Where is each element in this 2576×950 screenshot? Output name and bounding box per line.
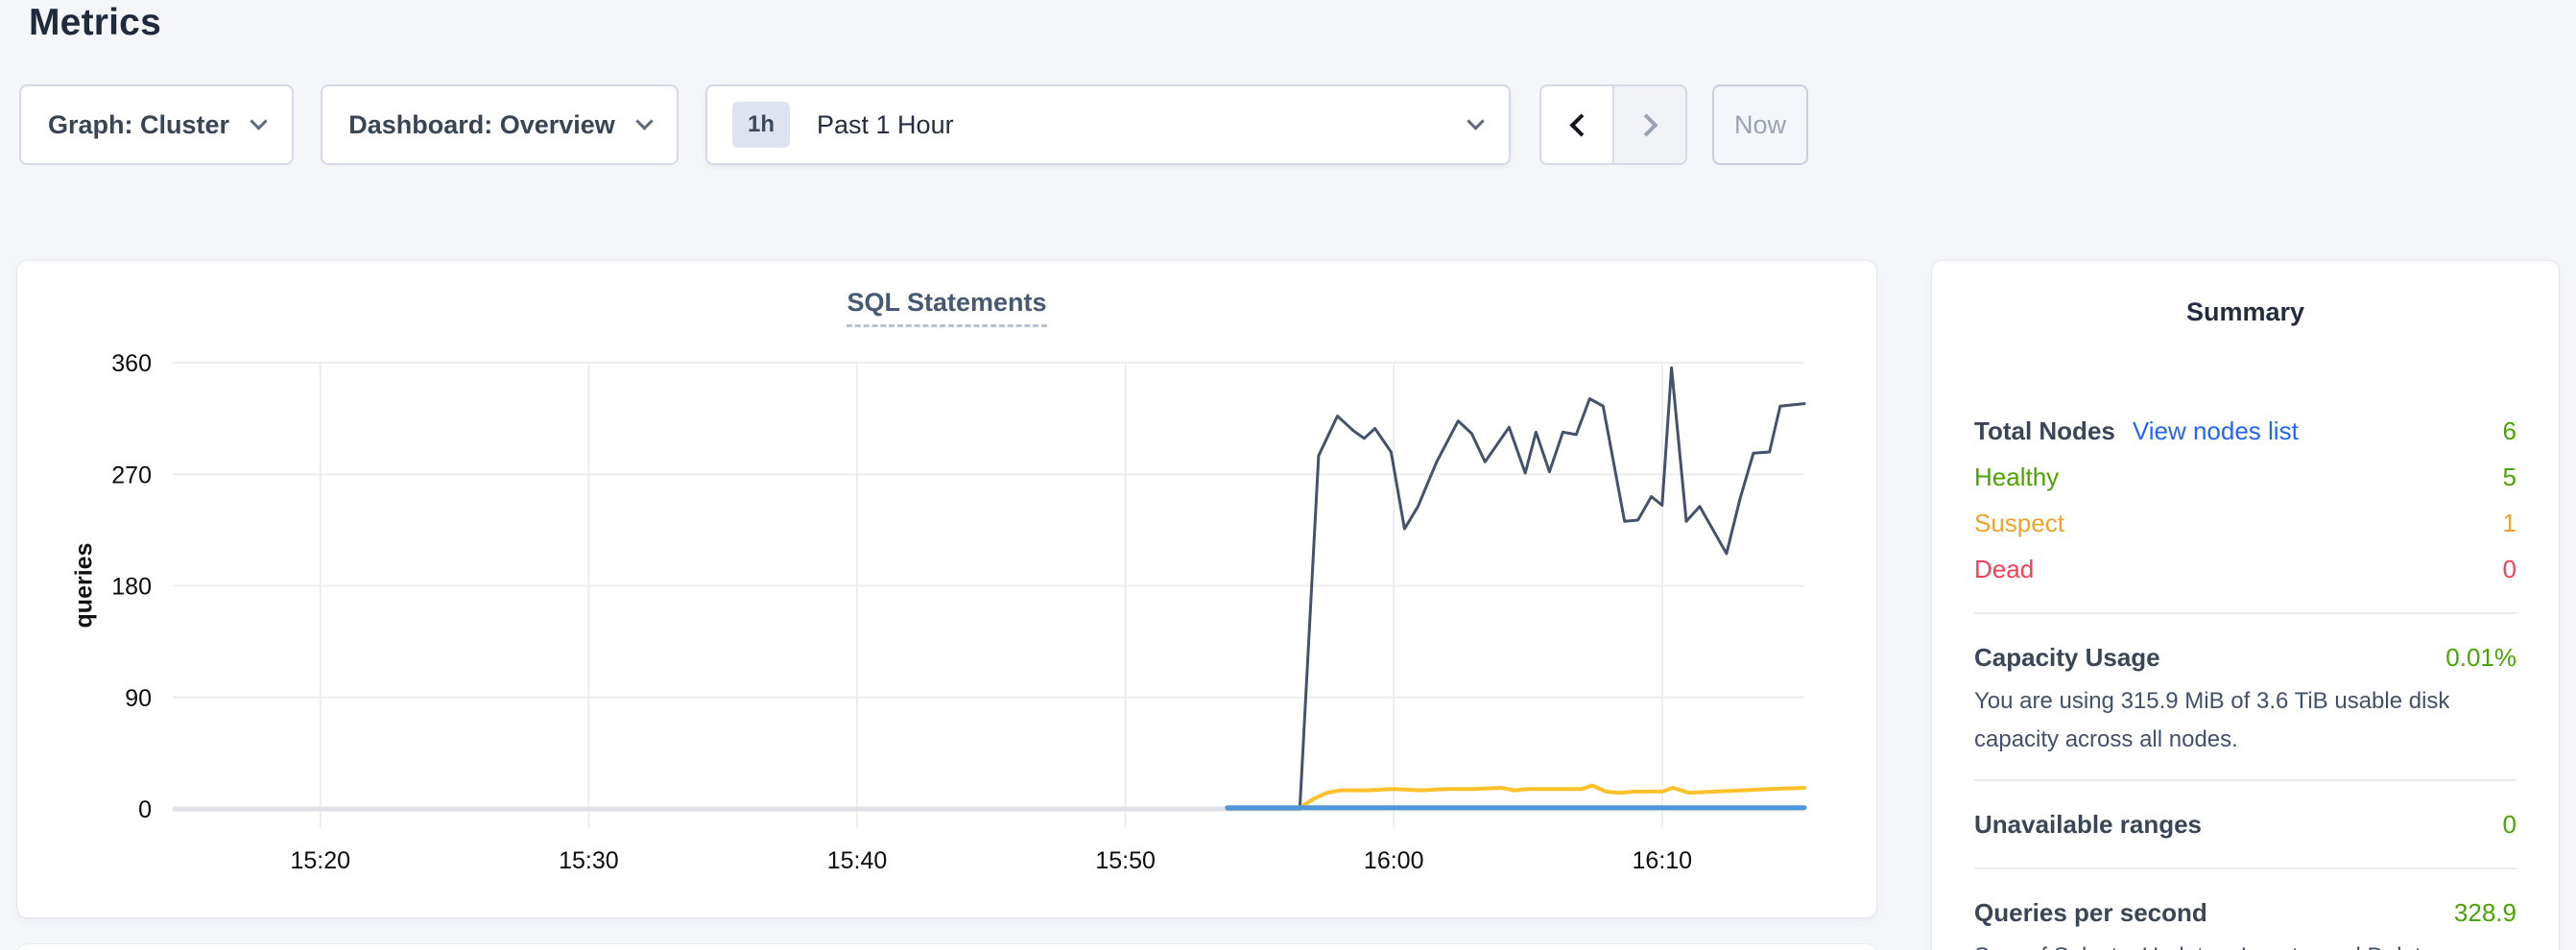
prev-time-button[interactable] [1539, 84, 1613, 165]
chart-title-row: SQL Statements [17, 288, 1876, 327]
dead-label: Dead [1974, 554, 2035, 583]
y-tick-label: 360 [111, 350, 152, 377]
x-tick-label: 15:30 [559, 847, 619, 874]
chevron-right-icon [1634, 112, 1658, 137]
healthy-label: Healthy [1974, 462, 2060, 491]
y-tick-label: 180 [111, 574, 152, 601]
sql-statements-chart[interactable]: 15:20 15:30 15:40 15:50 16:00 16:10 0 90 180 270 3… [17, 261, 1876, 917]
x-tick-label: 15:50 [1095, 847, 1156, 874]
chevron-down-icon [250, 111, 268, 131]
time-pager [1539, 84, 1687, 165]
capacity-usage-value: 0.01% [2445, 642, 2516, 672]
total-nodes-value: 6 [2502, 416, 2516, 445]
node-status-group: Total Nodes View nodes list 6 Healthy 5 … [1974, 408, 2516, 592]
page-title: Metrics [29, 2, 161, 43]
summary-row-dead: Dead 0 [1974, 546, 2516, 592]
summary-row-healthy: Healthy 5 [1974, 454, 2516, 500]
time-range-select[interactable]: 1h Past 1 Hour [705, 84, 1511, 165]
summary-row-suspect: Suspect 1 [1974, 500, 2516, 546]
dashboard-dropdown-label: Dashboard: Overview [348, 109, 615, 139]
yellow-series-line [1225, 783, 1806, 810]
x-tick-label: 15:20 [291, 847, 351, 874]
qps-caption: Sum of Selects, Updates, Inserts, and De… [1974, 938, 2516, 950]
x-tick-label: 16:10 [1633, 847, 1693, 874]
total-nodes-label: Total Nodes [1974, 416, 2115, 445]
chevron-down-icon [1467, 111, 1485, 131]
suspect-value: 1 [2502, 508, 2516, 537]
suspect-label: Suspect [1974, 508, 2064, 537]
unavailable-ranges-value: 0 [2502, 809, 2516, 839]
graph-dropdown-label: Graph: Cluster [47, 109, 230, 139]
next-time-button[interactable] [1613, 84, 1687, 165]
dead-value: 0 [2502, 554, 2516, 583]
y-tick-label: 90 [125, 685, 152, 712]
qps-label: Queries per second [1974, 897, 2207, 927]
summary-row-total-nodes: Total Nodes View nodes list 6 [1974, 408, 2516, 454]
time-range-badge: 1h [732, 102, 791, 148]
divider [1974, 779, 2516, 781]
unavailable-ranges-label: Unavailable ranges [1974, 809, 2202, 839]
summary-row-qps: Queries per second 328.9 [1974, 890, 2516, 936]
divider [1974, 867, 2516, 869]
y-tick-label: 0 [138, 796, 152, 823]
divider [1974, 612, 2516, 614]
now-button[interactable]: Now [1712, 84, 1808, 165]
qps-value: 328.9 [2453, 897, 2516, 927]
chart-title[interactable]: SQL Statements [847, 288, 1047, 327]
summary-row-capacity: Capacity Usage 0.01% [1974, 634, 2516, 680]
chevron-left-icon [1568, 112, 1593, 137]
summary-panel: Summary Total Nodes View nodes list 6 He… [1932, 261, 2559, 950]
next-chart-card [17, 944, 1876, 950]
view-nodes-list-link[interactable]: View nodes list [2132, 416, 2299, 445]
metrics-toolbar: Graph: Cluster Dashboard: Overview 1h Pa… [19, 84, 1808, 165]
chevron-down-icon [635, 111, 654, 131]
dashboard-dropdown[interactable]: Dashboard: Overview [321, 84, 679, 165]
sql-statements-card: SQL Statements queries 15:20 15:30 15:40 15… [17, 261, 1876, 917]
capacity-usage-caption: You are using 315.9 MiB of 3.6 TiB usabl… [1974, 688, 2450, 752]
summary-title: Summary [2185, 297, 2305, 326]
capacity-usage-label: Capacity Usage [1974, 642, 2160, 672]
graph-dropdown[interactable]: Graph: Cluster [19, 84, 294, 165]
navy-series-line [1226, 366, 1806, 811]
healthy-value: 5 [2502, 462, 2516, 491]
summary-row-unavailable-ranges: Unavailable ranges 0 [1974, 801, 2516, 847]
y-tick-label: 270 [111, 462, 152, 488]
x-tick-label: 15:40 [827, 847, 888, 874]
time-range-label: Past 1 Hour [817, 109, 954, 139]
x-tick-label: 16:00 [1364, 847, 1424, 874]
